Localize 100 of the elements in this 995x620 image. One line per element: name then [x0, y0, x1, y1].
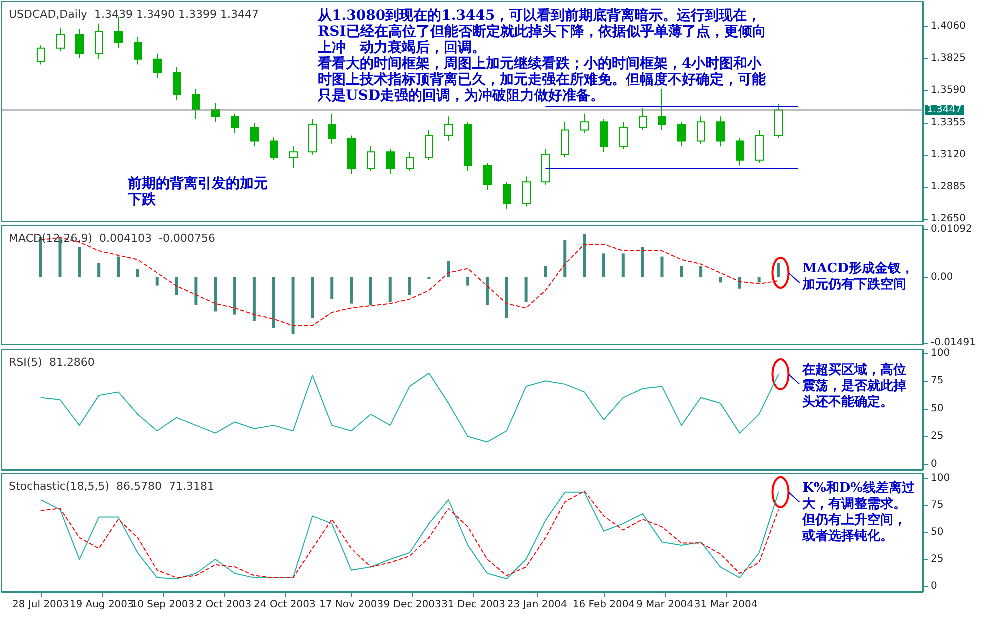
bar — [602, 254, 606, 278]
candlestick — [56, 27, 65, 52]
candlestick — [425, 130, 433, 161]
candlestick — [289, 146, 298, 170]
candlestick — [406, 152, 414, 172]
bar — [583, 234, 586, 278]
candlestick — [211, 102, 220, 123]
bar — [388, 277, 392, 302]
candlestick — [716, 116, 725, 148]
y-tick-label: 0 — [931, 581, 938, 592]
annotation: 看看大的时间框架，周图上加元继续看跌；小的时间框架，4小时图和小时图上技术指标顶背离已久，加元走强在所难免。但幅度不好确定，可能只是USD走强的回调，为冲破阻力做好准备。 — [318, 56, 767, 104]
bar — [680, 266, 684, 278]
bar — [311, 277, 314, 318]
bar — [292, 277, 295, 334]
x-tick-label: 31 Mar 2004 — [694, 600, 758, 610]
candlestick — [250, 122, 259, 148]
candlestick — [367, 146, 375, 172]
y-tick-label: 25 — [931, 431, 944, 442]
annotation: 在超买区域，高位震荡，是否就此掉头还不能确定。 — [802, 362, 907, 410]
candlestick — [639, 108, 647, 131]
y-tick-label: 50 — [931, 403, 944, 414]
bar — [718, 277, 722, 283]
candlestick — [541, 148, 550, 186]
candlestick — [308, 118, 317, 156]
bar — [330, 277, 334, 299]
bar — [447, 261, 450, 278]
annotation: 从1.3080到现在的1.3445，可以看到前期底背离暗示。运行到现在，RSI已经在高位了但能否断定就此掉头下降，依据似乎单薄了点，更倾向上冲 动力衰竭后，回调。 — [318, 8, 768, 56]
candlestick — [328, 113, 336, 144]
y-tick-label: 100 — [931, 348, 950, 359]
y-tick-label: 75 — [931, 500, 944, 511]
bar — [524, 277, 528, 302]
text: USDCAD,Daily 1.3439 1.3490 1.3399 1.3447 — [9, 8, 259, 21]
y-tick-label: 1.3120 — [931, 149, 966, 160]
candlestick — [658, 88, 666, 131]
annotation: 前期的背离引发的加元下跌 — [128, 176, 269, 208]
bar — [505, 277, 508, 318]
x-tick-label: 24 Oct 2003 — [254, 600, 316, 610]
bar — [272, 277, 276, 328]
y-tick-label: 50 — [931, 526, 944, 538]
candlestick — [503, 182, 511, 210]
x-tick-label: 31 Dec 2003 — [442, 600, 506, 610]
candlestick — [153, 53, 162, 79]
candlestick — [173, 67, 181, 101]
x-tick-label: 9 Mar 2004 — [636, 600, 694, 610]
candlestick — [134, 36, 142, 66]
bar — [117, 256, 120, 278]
candlestick — [522, 176, 531, 208]
bar — [369, 277, 372, 306]
y-tick-label: 1.2885 — [931, 181, 966, 192]
bar — [738, 277, 742, 289]
candlestick — [192, 88, 200, 120]
candlestick — [774, 104, 783, 139]
bar — [252, 277, 256, 322]
bar — [564, 240, 567, 278]
bar — [486, 277, 489, 306]
x-tick-label: 2 Oct 2003 — [196, 600, 252, 610]
annotation: MACD形成金钗，加元仍有下跌空间 — [802, 262, 914, 293]
y-tick-label: 100 — [931, 472, 950, 484]
text: RSI(5) 81.2860 — [9, 356, 95, 369]
y-tick-label: 1.4060 — [931, 21, 966, 32]
bar — [544, 266, 548, 278]
bar — [78, 247, 82, 278]
y-tick-label: 1.2650 — [931, 214, 966, 224]
candlestick — [231, 113, 239, 134]
x-tick-label: 19 Aug 2003 — [70, 600, 134, 610]
candlestick — [37, 45, 45, 66]
bar — [175, 277, 178, 296]
candlestick — [677, 122, 686, 148]
y-tick-label: 0.00 — [931, 272, 954, 283]
y-tick-label: 1.3825 — [931, 53, 966, 64]
bar — [350, 277, 354, 304]
x-tick-label: 9 Dec 2003 — [384, 600, 442, 610]
bar — [214, 277, 218, 312]
bar — [408, 277, 412, 296]
candlestick — [697, 116, 705, 144]
bar — [234, 277, 237, 315]
candlestick — [114, 16, 123, 49]
ref-line-label: 1.3447 — [927, 104, 962, 116]
candlestick — [736, 138, 744, 166]
x-tick-label: 10 Sep 2003 — [131, 600, 195, 610]
candlestick — [600, 118, 608, 153]
x-tick-label: 23 Jan 2004 — [507, 600, 568, 610]
y-tick-label: 1.3590 — [931, 85, 966, 96]
bar — [156, 277, 159, 286]
bar — [641, 247, 644, 278]
bar — [622, 254, 625, 278]
bar — [660, 256, 664, 278]
bar — [136, 270, 140, 278]
text: MACD(12,26,9) 0.004103 -0.000756 — [9, 232, 216, 245]
candlestick — [580, 113, 589, 134]
y-tick-label: 75 — [931, 376, 944, 387]
bar — [466, 277, 470, 286]
candlestick — [386, 148, 395, 174]
x-tick-label: 16 Feb 2004 — [572, 600, 636, 610]
bar — [700, 266, 703, 278]
bar — [98, 263, 101, 278]
candlestick — [95, 23, 103, 60]
x-tick-label: 28 Jul 2003 — [12, 600, 70, 610]
candlestick — [444, 116, 453, 142]
y-tick-label: -0.01491 — [931, 338, 976, 348]
